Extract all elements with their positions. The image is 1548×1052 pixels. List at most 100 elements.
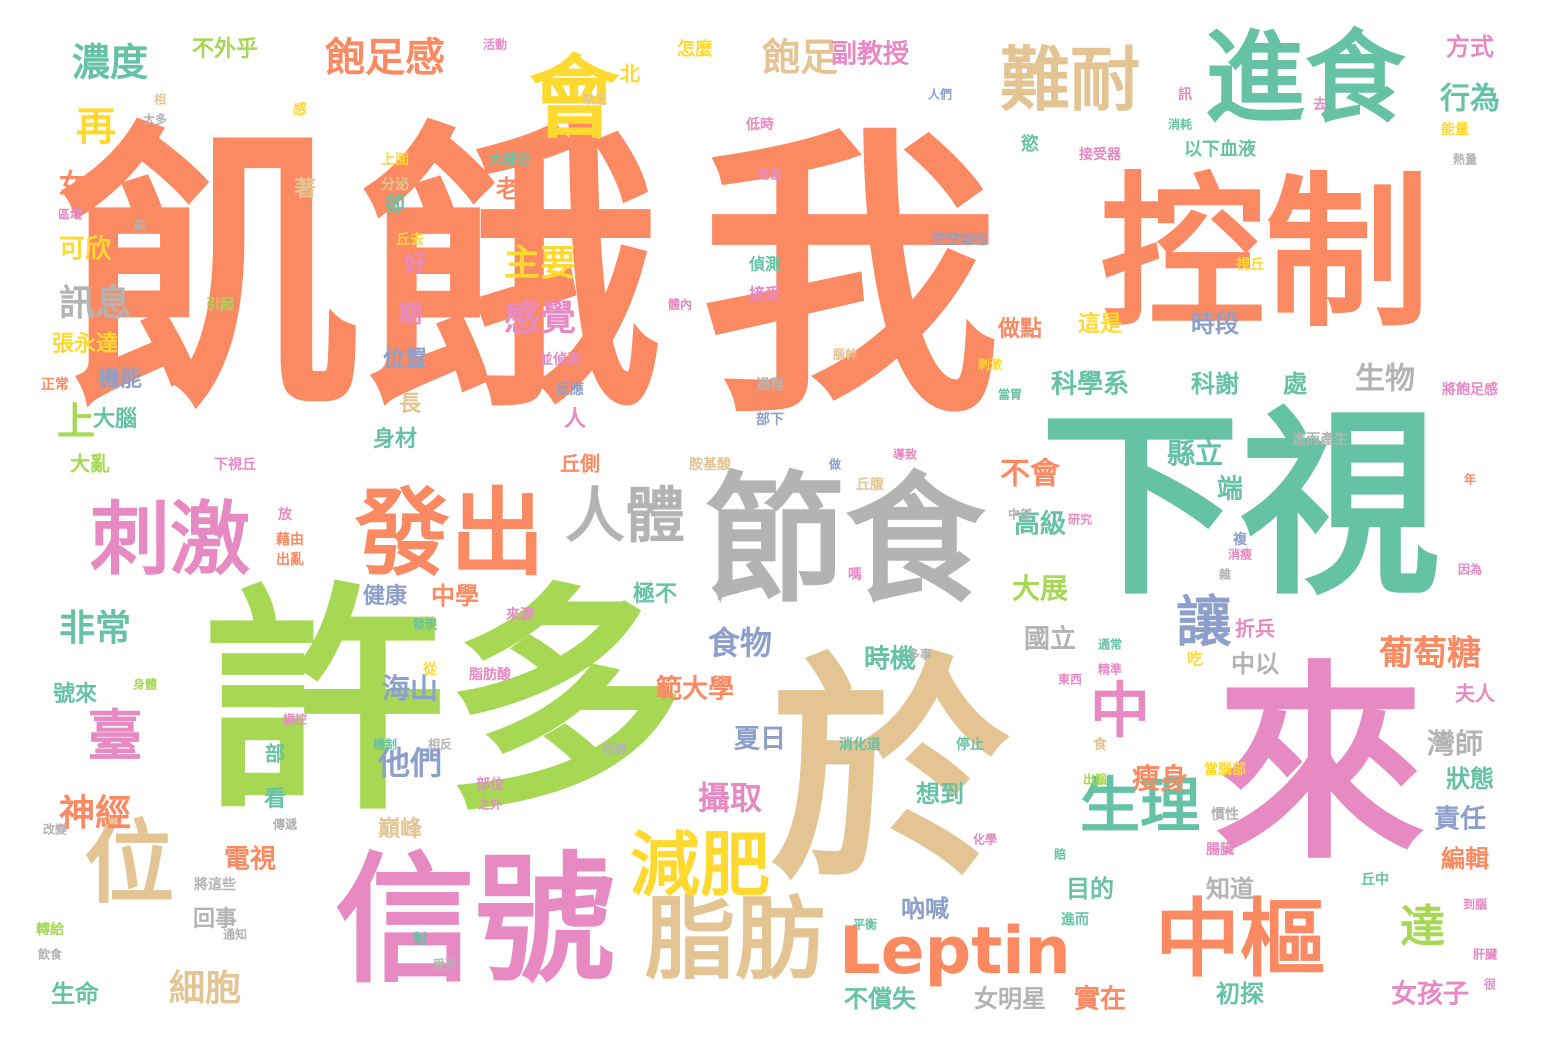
cloud-word: 來 [1215,643,1425,888]
cloud-word: 因為 [1458,562,1482,577]
cloud-word: 肝臟 [1473,947,1497,962]
cloud-word: 慣性 [1210,806,1239,823]
cloud-word: 以下血液 [1184,138,1257,160]
cloud-word: 大亂 [70,452,110,476]
cloud-word: 腸臟 [1206,841,1234,858]
cloud-word: 好 [403,251,426,277]
cloud-word: 機能 [98,366,142,392]
cloud-word: 編輯 [1441,845,1489,873]
cloud-word: 將這些 [194,876,236,893]
cloud-word: 化學 [973,832,997,847]
cloud-word: 回事 [193,906,237,932]
cloud-word: 發現 [412,617,437,632]
cloud-word: 科謝 [1191,370,1239,398]
cloud-word: 多事 [908,647,932,662]
cloud-word: 從 [422,661,437,678]
cloud-word: 於 [770,633,1010,913]
cloud-word: 通常 [1098,637,1122,652]
cloud-word: 對 [413,931,427,948]
cloud-word: 區域 [58,207,82,222]
cloud-word: 感覺 [504,298,576,339]
cloud-word: 消化道 [839,736,881,753]
cloud-word: 來源 [506,606,534,623]
cloud-word: 攝取 [698,779,762,817]
cloud-word: 著 [293,176,316,202]
cloud-word: 生命 [51,980,100,1008]
cloud-word: 灣師 [1427,727,1483,760]
cloud-word: 再 [69,105,116,145]
cloud-word: 消瘦 [1228,547,1252,562]
cloud-word: 複 [1232,531,1248,548]
cloud-word: 老師 [496,175,544,203]
cloud-word: 發出 [354,479,545,589]
cloud-word: 夏日 [734,725,786,755]
cloud-word: 主要 [504,243,576,284]
cloud-word: 時段 [1191,310,1239,338]
cloud-word: 人 [564,407,586,432]
cloud-word: 當胃 [998,387,1022,402]
cloud-word: 極不 [633,581,677,607]
cloud-word: 目的 [1066,875,1114,903]
cloud-word: 生理 [1080,772,1200,842]
cloud-word: 飽足 [762,36,838,80]
cloud-word: 女孩子 [1391,979,1469,1010]
cloud-word: 上面 [381,152,409,168]
cloud-word: 熱量 [1453,152,1477,167]
cloud-word: 部位 [476,776,504,793]
cloud-word: 他們 [377,744,442,782]
cloud-word: 賠 [1054,847,1066,862]
cloud-word: 期 [398,300,422,328]
cloud-word: 脂肪酸 [468,666,512,683]
cloud-word: 相 [154,92,166,107]
cloud-word: 女生 [59,169,111,200]
cloud-word: 巔峰 [378,816,423,842]
cloud-word: 平衡 [853,917,877,932]
cloud-word: 海山 [382,672,438,705]
cloud-word: 丘去 [396,231,424,248]
cloud-word: 張永達 [52,331,118,357]
cloud-word: 精準 [1098,662,1122,677]
cloud-word: 不償失 [844,985,917,1013]
cloud-word: 濃度 [72,41,148,85]
cloud-word: 血 [134,217,146,232]
cloud-word: 卻 [384,192,405,216]
cloud-word: 上 [51,401,95,439]
cloud-word: 高級 [1014,509,1066,540]
cloud-word: 慾 [1020,133,1039,155]
cloud-word: 神經 [59,793,131,834]
cloud-word: 胺基酸 [689,456,732,473]
cloud-word: 知道 [1206,875,1254,903]
cloud-word: 看 [264,787,286,812]
cloud-word: 大展 [1012,572,1068,605]
cloud-word: 不會 [1000,457,1061,492]
cloud-word: 位 [68,815,173,905]
cloud-word: 副教授 [831,40,910,70]
cloud-word: 達 [1392,902,1445,947]
cloud-word: 太多 [143,112,167,127]
cloud-word: Leptin [839,914,1071,989]
cloud-word: 進而 [1061,912,1089,928]
cloud-word: 大腦 [93,407,137,432]
cloud-word: 東西 [1058,672,1082,687]
cloud-word: 做 [828,457,842,472]
cloud-word: 科學系 [1051,370,1129,400]
cloud-word: 空空如也 [932,231,988,248]
cloud-word: 進食 [1205,19,1406,136]
cloud-word: 食物 [708,624,772,662]
cloud-word: 折兵 [1235,617,1275,641]
cloud-word: 部 [265,742,285,766]
cloud-word: 控制 [1100,157,1430,349]
cloud-word: 消耗 [1168,117,1192,132]
cloud-word: 飽足感 [325,35,445,81]
cloud-word: 出腦 [1083,772,1107,787]
cloud-word: 中學 [431,582,479,610]
cloud-word: 國立 [1024,624,1076,655]
cloud-word: 不外乎 [192,36,258,62]
cloud-word: 相反 [428,737,452,752]
cloud-word: 視丘 [1235,256,1264,273]
cloud-word: 處 [1283,370,1307,398]
cloud-word: 接受 [749,285,781,304]
cloud-word: 初探 [1216,980,1264,1008]
cloud-word: 節食 [705,460,986,623]
